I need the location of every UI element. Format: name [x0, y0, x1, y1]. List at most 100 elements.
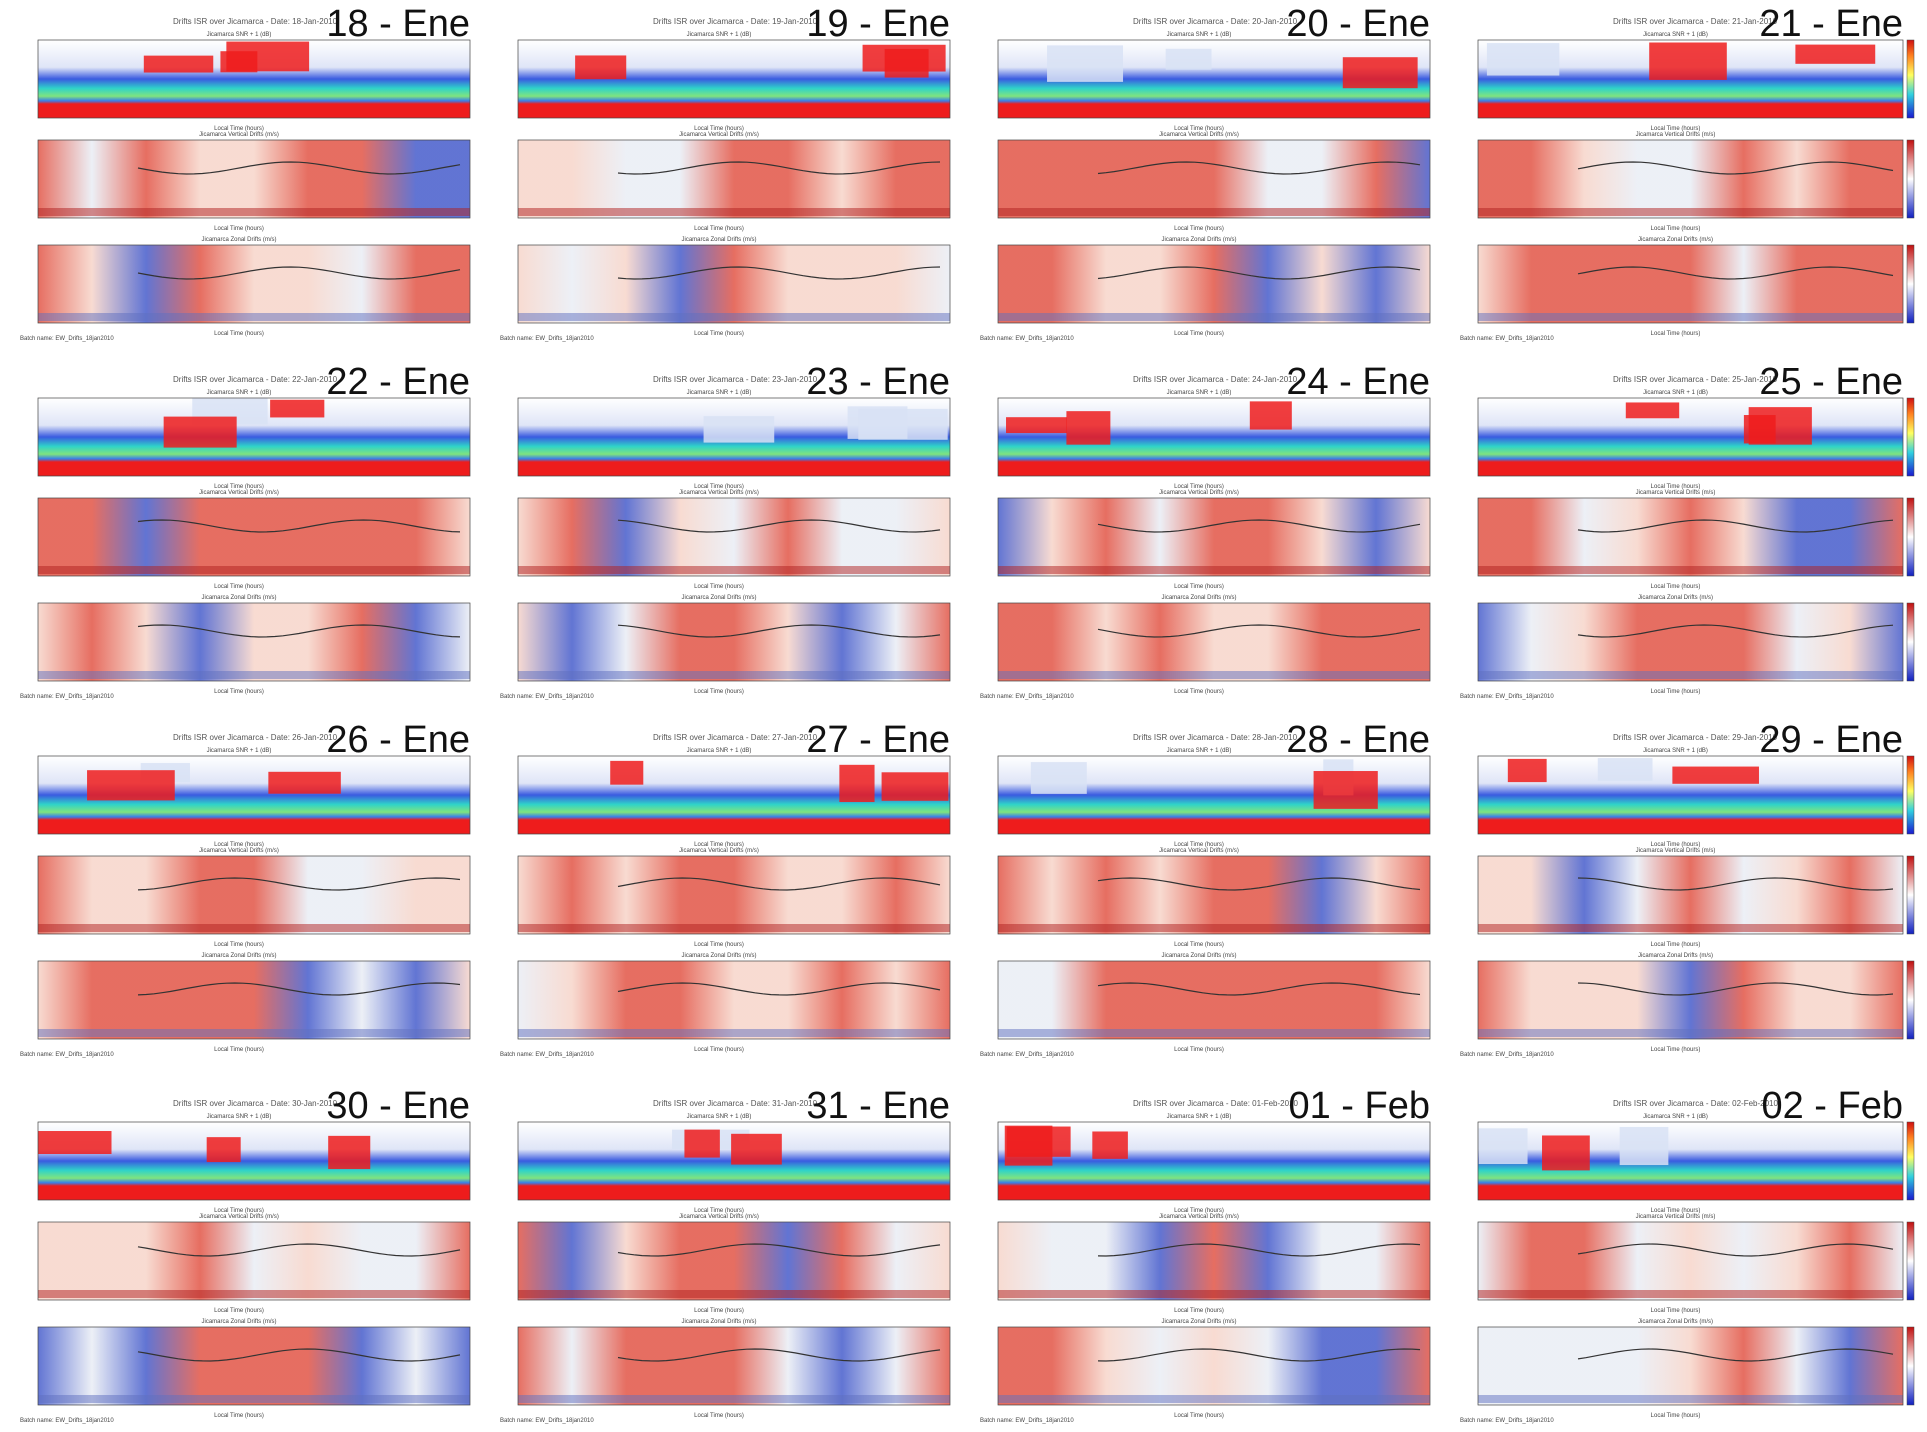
- batch-name: Batch name: EW_Drifts_18jan2010: [20, 1052, 114, 1058]
- mean-line: [617, 982, 941, 996]
- axes-frame: [517, 497, 951, 577]
- subplot-title: Jicamarca SNR + 1 (dB): [207, 1114, 272, 1120]
- panel: Drifts ISR over Jicamarca - Date: 30-Jan…: [20, 1085, 471, 1424]
- snr-blob: [1743, 415, 1776, 444]
- date-label: 31 - Ene: [806, 1085, 950, 1127]
- x-axis-label: Local Time (hours): [1174, 331, 1224, 337]
- drift-image: [38, 245, 470, 323]
- drift-image: [518, 961, 950, 1039]
- x-axis-label: Local Time (hours): [214, 1413, 264, 1419]
- mean-line: [137, 519, 461, 533]
- drift-band: [38, 1290, 470, 1298]
- axes-frame: [1477, 602, 1904, 682]
- x-axis-label: Local Time (hours): [694, 1047, 744, 1053]
- mean-line: [137, 1348, 461, 1362]
- drift-band: [518, 1290, 950, 1298]
- drift-image: [998, 140, 1430, 218]
- panel: Drifts ISR over Jicamarca - Date: 26-Jan…: [20, 719, 471, 1058]
- snr-blob: [839, 764, 875, 803]
- snr-blob: [1507, 758, 1547, 783]
- snr-blob: [1249, 401, 1292, 430]
- subplot-title: Jicamarca Zonal Drifts (m/s): [201, 595, 276, 601]
- axes-frame: [997, 602, 1431, 682]
- mean-line: [137, 266, 461, 280]
- subplot-title: Jicamarca Vertical Drifts (m/s): [1159, 490, 1239, 496]
- x-axis-label: Local Time (hours): [1651, 689, 1701, 695]
- panel-title: Drifts ISR over Jicamarca - Date: 18-Jan…: [173, 17, 338, 26]
- subplot-title: Jicamarca Zonal Drifts (m/s): [1161, 237, 1236, 243]
- x-axis-label: Local Time (hours): [214, 689, 264, 695]
- x-axis-label: Local Time (hours): [1174, 126, 1224, 132]
- date-label: 27 - Ene: [806, 719, 950, 761]
- axes-frame: [517, 755, 951, 835]
- drift-image: [998, 856, 1430, 934]
- x-axis-label: Local Time (hours): [214, 226, 264, 232]
- mean-line: [1097, 877, 1421, 891]
- x-axis-label: Local Time (hours): [694, 689, 744, 695]
- panel: Drifts ISR over Jicamarca - Date: 27-Jan…: [500, 719, 951, 1058]
- subplot-title: Jicamarca Vertical Drifts (m/s): [679, 1214, 759, 1220]
- colorbar: [1906, 855, 1915, 935]
- drift-band: [1478, 1290, 1903, 1298]
- x-axis-label: Local Time (hours): [1174, 1047, 1224, 1053]
- mean-line: [1577, 982, 1894, 996]
- subplot-title: Jicamarca Zonal Drifts (m/s): [201, 1319, 276, 1325]
- drift-band: [998, 1395, 1430, 1403]
- axes-frame: [997, 960, 1431, 1040]
- drift-band: [998, 924, 1430, 932]
- drift-image: [518, 1222, 950, 1300]
- x-axis-label: Local Time (hours): [694, 226, 744, 232]
- snr-blob: [1625, 402, 1680, 419]
- batch-name: Batch name: EW_Drifts_18jan2010: [500, 694, 594, 700]
- snr-blob: [1165, 48, 1212, 70]
- drift-image: [1478, 498, 1903, 576]
- drift-band: [518, 566, 950, 574]
- drift-image: [1478, 245, 1903, 323]
- x-axis-label: Local Time (hours): [214, 1047, 264, 1053]
- mean-line: [1577, 266, 1894, 280]
- snr-blob: [1006, 1126, 1071, 1157]
- panel-title: Drifts ISR over Jicamarca - Date: 21-Jan…: [1613, 17, 1778, 26]
- batch-name: Batch name: EW_Drifts_18jan2010: [1460, 336, 1554, 342]
- batch-name: Batch name: EW_Drifts_18jan2010: [1460, 694, 1554, 700]
- colorbar: [1906, 497, 1915, 577]
- snr-blob: [1795, 44, 1876, 64]
- axes-frame: [517, 602, 951, 682]
- batch-name: Batch name: EW_Drifts_18jan2010: [980, 1052, 1074, 1058]
- drift-band: [38, 671, 470, 679]
- snr-blob: [87, 770, 175, 801]
- subplot-title: Jicamarca Vertical Drifts (m/s): [679, 848, 759, 854]
- date-label: 01 - Feb: [1288, 1085, 1430, 1127]
- subplot-title: Jicamarca Zonal Drifts (m/s): [681, 595, 756, 601]
- panel: Drifts ISR over Jicamarca - Date: 01-Feb…: [980, 1085, 1431, 1424]
- colorbar: [1906, 139, 1915, 219]
- panel: Drifts ISR over Jicamarca - Date: 21-Jan…: [1460, 3, 1915, 342]
- drift-image: [38, 961, 470, 1039]
- subplot-title: Jicamarca SNR + 1 (dB): [687, 390, 752, 396]
- x-axis-label: Local Time (hours): [694, 842, 744, 848]
- drift-band: [998, 208, 1430, 216]
- x-axis-label: Local Time (hours): [214, 842, 264, 848]
- axes-frame: [37, 39, 471, 119]
- drift-band: [518, 924, 950, 932]
- drift-image: [1478, 140, 1903, 218]
- panel-title: Drifts ISR over Jicamarca - Date: 30-Jan…: [173, 1099, 338, 1108]
- drift-band: [998, 313, 1430, 321]
- subplot-title: Jicamarca Zonal Drifts (m/s): [1161, 1319, 1236, 1325]
- axes-frame: [997, 397, 1431, 477]
- subplot-title: Jicamarca Vertical Drifts (m/s): [199, 132, 279, 138]
- subplot-title: Jicamarca SNR + 1 (dB): [1167, 748, 1232, 754]
- snr-blob: [731, 1133, 782, 1165]
- panel: Drifts ISR over Jicamarca - Date: 24-Jan…: [980, 361, 1431, 700]
- snr-blob: [1030, 762, 1087, 794]
- drift-band: [1478, 566, 1903, 574]
- drift-band: [38, 1029, 470, 1037]
- x-axis-label: Local Time (hours): [214, 1208, 264, 1214]
- subplot-title: Jicamarca SNR + 1 (dB): [207, 748, 272, 754]
- date-label: 29 - Ene: [1759, 719, 1903, 761]
- x-axis-label: Local Time (hours): [1651, 1047, 1701, 1053]
- x-axis-label: Local Time (hours): [214, 1308, 264, 1314]
- axes-frame: [37, 1326, 471, 1406]
- snr-blob: [862, 44, 946, 72]
- drift-image: [998, 1327, 1430, 1405]
